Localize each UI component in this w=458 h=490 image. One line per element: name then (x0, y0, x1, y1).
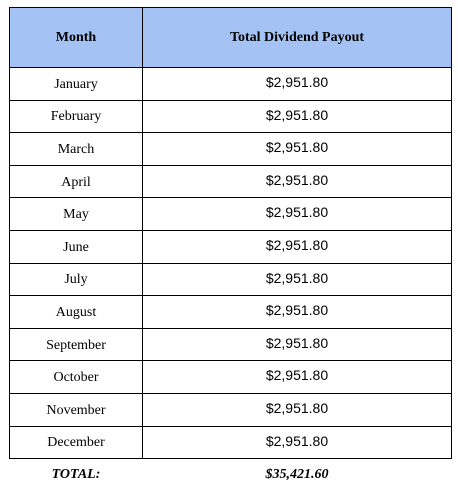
table-row: March $2,951.80 (9, 132, 452, 166)
payout-cell: $2,951.80 (142, 99, 452, 134)
page: Month Total Dividend Payout January $2,95… (9, 7, 452, 482)
month-cell: August (9, 295, 143, 329)
payout-cell: $2,951.80 (142, 67, 452, 101)
month-cell: February (9, 99, 143, 134)
total-value: $35,421.60 (265, 466, 329, 482)
month-cell: November (9, 392, 143, 427)
table-body: January $2,951.80 February $2,951.80 March $2… (9, 67, 452, 460)
table-row: January $2,951.80 (9, 67, 452, 101)
header-cell: Month (9, 7, 143, 68)
month-cell: May (9, 197, 143, 231)
table-row: April $2,951.80 (9, 164, 452, 199)
table-row: February $2,951.80 (9, 99, 452, 134)
payout-cell: $2,951.80 (142, 262, 452, 297)
month-cell: July (9, 262, 143, 297)
total-row: TOTAL: $35,421.60 (10, 459, 452, 490)
month-cell: March (9, 132, 143, 166)
payout-cell: $2,951.80 (142, 295, 452, 329)
payout-cell: $2,951.80 (142, 392, 452, 427)
payout-cell: $2,951.80 (142, 164, 452, 199)
header-cell: Total Dividend Payout (142, 7, 452, 68)
month-cell: April (9, 164, 143, 199)
month-cell: October (9, 360, 143, 394)
month-cell: December (9, 425, 143, 460)
table-row: June $2,951.80 (9, 229, 452, 264)
month-cell: September (9, 327, 143, 362)
header-row: Month Total Dividend Payout (9, 7, 452, 68)
table-row: August $2,951.80 (9, 295, 452, 329)
table-row: October $2,951.80 (9, 360, 452, 394)
dividend-table: Month Total Dividend Payout January $2,95… (9, 7, 452, 490)
month-cell: June (9, 229, 143, 264)
payout-cell: $2,951.80 (142, 425, 452, 460)
table-row: May $2,951.80 (9, 197, 452, 231)
table-row: July $2,951.80 (9, 262, 452, 297)
payout-cell: $2,951.80 (142, 229, 452, 264)
total-label: TOTAL: (51, 466, 101, 482)
payout-cell: $2,951.80 (142, 132, 452, 166)
table-row: November $2,951.80 (9, 392, 452, 427)
table-row: December $2,951.80 (9, 425, 452, 460)
payout-cell: $2,951.80 (142, 327, 452, 362)
payout-cell: $2,951.80 (142, 197, 452, 231)
payout-cell: $2,951.80 (142, 360, 452, 394)
month-cell: January (9, 67, 143, 101)
table-row: September $2,951.80 (9, 327, 452, 362)
